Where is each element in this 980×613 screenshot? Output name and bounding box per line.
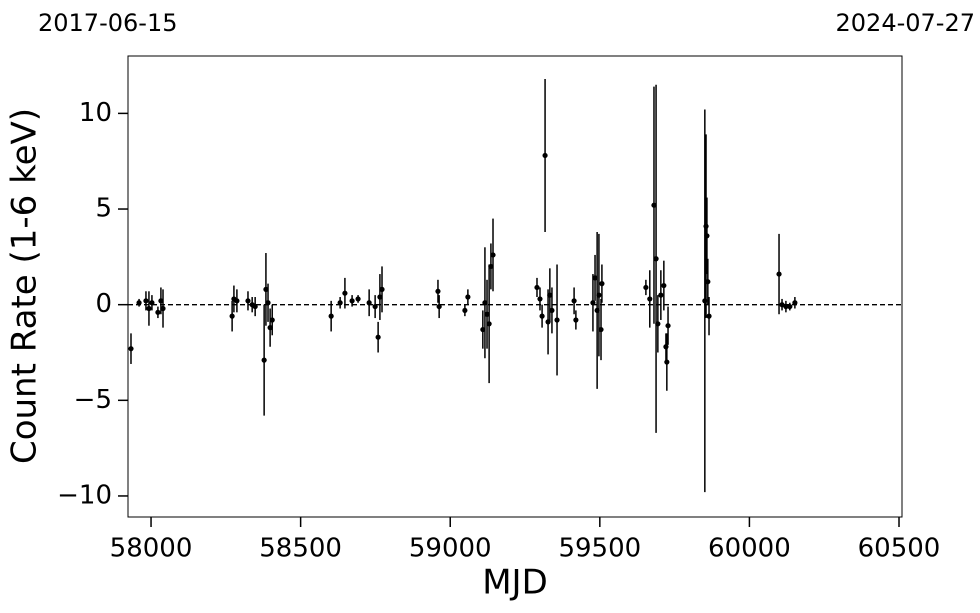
data-point <box>488 263 494 270</box>
data-point <box>465 294 471 300</box>
data-point <box>269 317 275 323</box>
data-point <box>486 321 492 327</box>
data-point <box>537 296 543 302</box>
data-point <box>155 309 161 315</box>
data-point <box>263 286 269 292</box>
data-point <box>598 326 604 333</box>
data-point <box>571 298 577 304</box>
y-tick-label: 5 <box>95 194 112 224</box>
data-point <box>651 202 657 208</box>
data-point <box>462 307 468 314</box>
data-point <box>158 298 164 304</box>
data-point <box>229 313 235 319</box>
data-point <box>337 300 343 306</box>
start-date: 2017-06-15 <box>38 9 177 37</box>
data-point <box>661 282 667 289</box>
data-point <box>783 303 789 310</box>
data-point <box>702 298 708 304</box>
data-point <box>658 292 664 298</box>
data-point <box>252 303 258 310</box>
data-point <box>146 305 152 312</box>
data-point <box>136 300 142 306</box>
data-point <box>436 303 442 310</box>
data-point <box>234 298 240 304</box>
data-point <box>143 298 149 304</box>
y-tick-label: 0 <box>95 289 112 319</box>
data-point <box>779 302 785 308</box>
data-point <box>160 305 166 312</box>
data-point <box>655 321 661 327</box>
data-point <box>245 298 251 304</box>
data-point <box>328 313 334 319</box>
data-point <box>265 300 271 306</box>
data-point <box>435 288 441 294</box>
y-tick-label: −5 <box>74 385 112 415</box>
data-point <box>545 319 551 325</box>
y-axis-label: Count Rate (1-6 keV) <box>5 108 45 464</box>
data-point <box>539 313 545 319</box>
x-tick-label: 58500 <box>259 534 342 564</box>
plot-frame <box>127 55 903 518</box>
data-point <box>704 233 710 239</box>
data-point <box>592 275 598 281</box>
data-point <box>261 357 267 363</box>
data-point <box>534 284 540 291</box>
data-point <box>490 252 496 258</box>
data-point <box>643 284 649 291</box>
data-point <box>653 256 659 262</box>
x-tick-label: 60000 <box>708 534 791 564</box>
data-point <box>480 326 486 333</box>
data-point <box>792 300 798 306</box>
data-point <box>355 296 361 302</box>
data-point <box>377 294 383 300</box>
x-axis-label: MJD <box>482 563 548 603</box>
data-point <box>776 271 782 277</box>
data-point <box>596 292 602 298</box>
data-point <box>554 317 560 323</box>
data-point <box>128 346 134 352</box>
data-point <box>706 313 712 319</box>
end-date: 2024-07-27 <box>836 9 975 37</box>
data-point <box>705 279 711 285</box>
data-point <box>663 344 669 350</box>
data-point <box>594 307 600 314</box>
data-point <box>787 303 793 310</box>
data-point <box>664 359 670 365</box>
data-point <box>549 307 555 314</box>
data-point <box>482 300 488 306</box>
data-point <box>342 290 348 296</box>
data-point <box>379 286 385 292</box>
data-point <box>149 300 155 306</box>
data-point <box>703 223 709 229</box>
data-point <box>599 281 605 287</box>
x-tick-label: 59000 <box>409 534 492 564</box>
data-point <box>647 296 653 302</box>
data-point <box>590 300 596 306</box>
data-point <box>547 292 553 298</box>
data-point <box>372 303 378 310</box>
data-point <box>375 334 381 340</box>
y-tick-label: −10 <box>57 480 112 510</box>
data-point <box>349 298 355 304</box>
data-point <box>665 323 671 329</box>
data-point <box>542 152 548 159</box>
data-point <box>267 325 273 331</box>
x-tick-label: 58000 <box>110 534 193 564</box>
data-point <box>573 317 579 323</box>
x-tick-label: 60500 <box>858 534 941 564</box>
data-point <box>366 300 372 306</box>
y-tick-label: 10 <box>79 98 112 128</box>
x-tick-label: 59500 <box>558 534 641 564</box>
data-point <box>484 311 490 317</box>
